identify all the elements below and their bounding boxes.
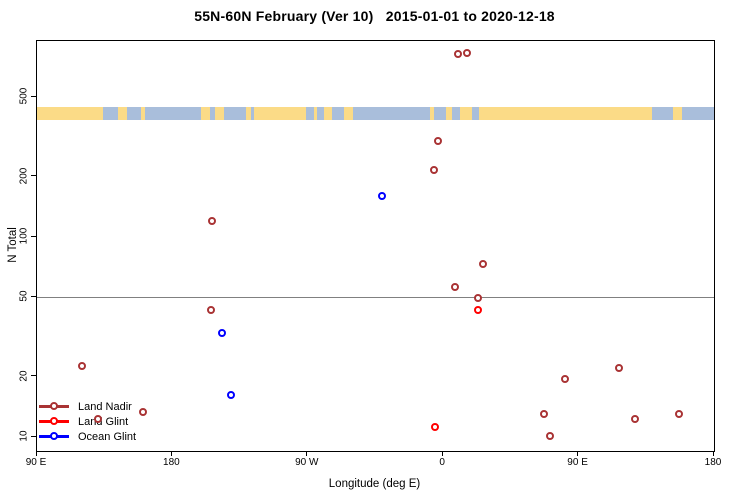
data-point-land-nadir <box>479 259 488 268</box>
x-axis-tick <box>712 451 714 456</box>
y-axis-tick-label: 10 <box>18 430 30 442</box>
reference-line-n50 <box>37 297 714 299</box>
y-axis-tick-label: 100 <box>18 227 30 245</box>
legend-label: Land Glint <box>78 415 129 428</box>
data-point-land-glint <box>431 422 440 431</box>
map-strip-land-segment <box>246 107 251 120</box>
map-strip-land-segment <box>446 107 453 120</box>
data-point-land-nadir <box>77 362 86 371</box>
data-point-land-nadir <box>561 375 570 384</box>
data-point-land-nadir <box>454 50 463 59</box>
y-axis-label: N Total <box>7 227 19 263</box>
map-strip-land-segment <box>253 107 307 120</box>
data-point-land-nadir <box>430 166 439 174</box>
x-axis-tick-label: 90 E <box>25 457 47 468</box>
data-point-land-nadir <box>207 217 216 226</box>
map-strip-land-segment <box>673 107 683 120</box>
x-axis-tick <box>35 451 37 456</box>
y-axis-tick <box>31 175 36 177</box>
map-strip-land-segment <box>140 107 146 120</box>
ocean-glint-symbol-icon <box>39 432 69 442</box>
legend-label: Ocean Glint <box>78 430 137 443</box>
x-axis-tick-label: 90 E <box>567 457 588 468</box>
map-strip-land-segment <box>313 107 317 120</box>
legend-item-land-glint: Land Glint <box>39 414 136 429</box>
data-point-ocean-glint <box>217 328 226 337</box>
data-point-land-nadir <box>675 409 684 418</box>
y-axis-tick <box>31 95 36 97</box>
y-axis-tick-label: 50 <box>18 290 30 302</box>
data-point-land-nadir <box>434 137 443 146</box>
map-strip-land-segment <box>214 107 224 120</box>
y-axis-tick <box>31 435 36 437</box>
data-point-land-nadir <box>93 414 102 423</box>
map-strip-land-segment <box>324 107 332 120</box>
data-point-land-glint <box>474 306 483 315</box>
x-axis-tick <box>170 451 173 456</box>
data-point-land-nadir <box>138 408 147 417</box>
legend-item-ocean-glint: Ocean Glint <box>39 429 136 444</box>
data-point-land-nadir <box>463 49 472 58</box>
map-strip-land-segment <box>343 107 353 120</box>
map-strip-land-segment <box>479 107 653 120</box>
x-axis-tick <box>306 451 308 456</box>
x-axis-tick <box>577 451 579 456</box>
map-strip-land-segment <box>200 107 210 120</box>
x-axis-tick-label: 90 W <box>295 457 319 468</box>
legend-label: Land Nadir <box>78 400 132 413</box>
y-axis-tick-label: 500 <box>18 87 30 105</box>
y-axis-tick <box>31 295 36 297</box>
y-axis-tick-label: 200 <box>18 167 30 185</box>
y-axis-tick-label: 20 <box>18 370 30 382</box>
x-axis-tick-label: 180 <box>704 457 722 468</box>
chart-title: 55N-60N February (Ver 10) 2015-01-01 to … <box>194 8 555 24</box>
map-strip-land-segment <box>429 107 435 120</box>
map-strip-land-segment <box>37 107 104 120</box>
data-point-land-nadir <box>615 363 624 372</box>
x-axis-tick <box>441 451 443 456</box>
x-axis-tick-label: 180 <box>163 457 180 468</box>
legend-item-land-nadir: Land Nadir <box>39 399 136 414</box>
data-point-land-nadir <box>451 282 460 291</box>
plot-area: Land Nadir Land Glint Ocean Glint <box>36 40 715 452</box>
land-nadir-symbol-icon <box>39 402 69 412</box>
x-axis-label: Longitude (deg E) <box>328 478 421 490</box>
data-point-ocean-glint <box>378 191 387 200</box>
map-strip-land-segment <box>118 107 128 120</box>
data-point-land-nadir <box>474 293 483 302</box>
data-point-land-nadir <box>540 409 549 418</box>
land-glint-symbol-icon <box>39 417 69 427</box>
data-point-land-nadir <box>206 305 215 314</box>
data-point-land-nadir <box>546 431 555 440</box>
y-axis-tick <box>31 235 36 237</box>
y-axis-tick <box>31 375 36 377</box>
map-strip-land-segment <box>459 107 472 120</box>
legend: Land Nadir Land Glint Ocean Glint <box>39 399 136 444</box>
data-point-land-nadir <box>631 415 640 424</box>
x-axis-tick-label: 0 <box>439 457 445 468</box>
data-point-ocean-glint <box>226 390 235 399</box>
